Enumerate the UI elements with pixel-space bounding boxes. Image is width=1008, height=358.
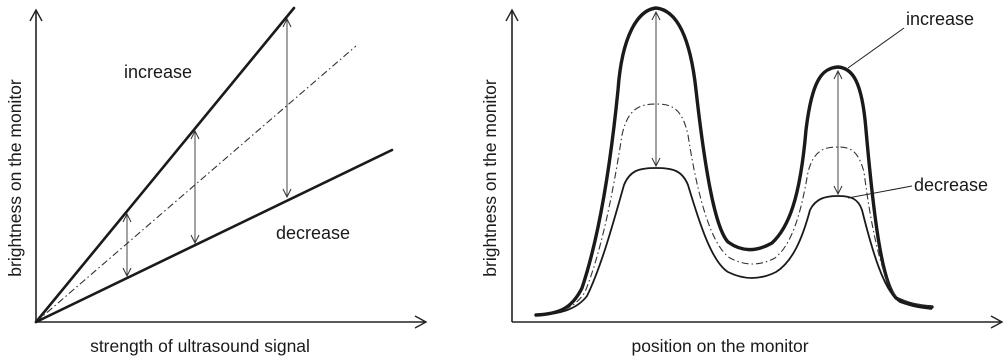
- decrease-line: [34, 148, 394, 324]
- label-increase: increase: [906, 9, 974, 29]
- decrease-curve: [535, 167, 933, 316]
- decrease-leader-line: [847, 185, 913, 199]
- baseline-dashdot-line: [35, 45, 357, 323]
- y-axis-label: brightness on the monitor: [5, 79, 25, 277]
- y-axis-label: brightness on the monitor: [480, 79, 500, 277]
- x-axis-label: strength of ultrasound signal: [90, 336, 310, 356]
- right-panel: increase decrease position on the monito…: [480, 6, 1004, 356]
- label-increase: increase: [124, 62, 192, 82]
- baseline-dashdot-curve: [535, 103, 933, 316]
- label-decrease: decrease: [914, 175, 988, 195]
- increase-leader-line: [847, 27, 905, 69]
- left-panel: increase decrease strength of ultrasound…: [5, 6, 428, 356]
- increase-curve: [534, 6, 934, 317]
- x-axis-label: position on the monitor: [631, 336, 808, 356]
- increase-line: [34, 6, 296, 324]
- label-decrease: decrease: [276, 223, 350, 243]
